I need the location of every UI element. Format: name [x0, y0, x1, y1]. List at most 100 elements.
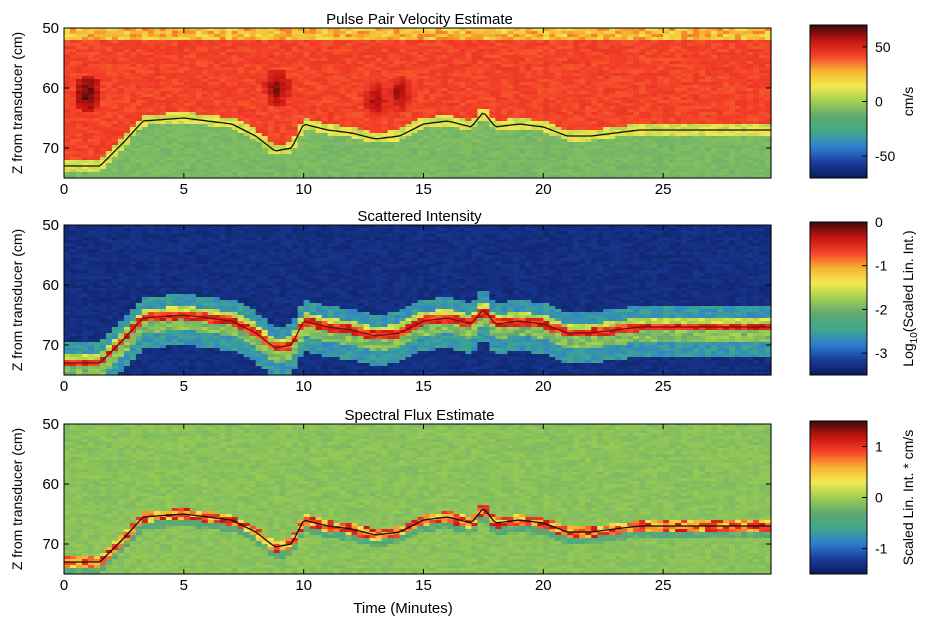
heatmap-cell: [237, 37, 245, 41]
heatmap-cell: [141, 166, 149, 170]
heatmap-cell: [105, 34, 113, 38]
heatmap-cell: [117, 118, 125, 122]
heatmap-cell: [219, 133, 227, 137]
heatmap-cell: [219, 175, 227, 179]
heatmap-cell: [81, 136, 89, 140]
heatmap-cell: [249, 43, 257, 47]
heatmap-cell: [117, 163, 125, 167]
heatmap-cell: [189, 82, 197, 86]
heatmap-cell: [69, 133, 77, 137]
heatmap-cell: [69, 82, 77, 86]
heatmap-cell: [201, 166, 209, 170]
heatmap-cell: [153, 172, 161, 176]
heatmap-cell: [93, 130, 101, 134]
heatmap-cell: [279, 118, 287, 122]
heatmap-cell: [141, 154, 149, 158]
heatmap-cell: [69, 142, 77, 146]
heatmap-cell: [64, 94, 71, 98]
heatmap-cell: [267, 103, 275, 107]
heatmap-cell: [123, 172, 131, 176]
heatmap-cell: [111, 151, 119, 155]
heatmap-cell: [177, 154, 185, 158]
heatmap-cell: [87, 145, 95, 149]
heatmap-cell: [93, 139, 101, 143]
heatmap-cell: [195, 82, 203, 86]
heatmap-cell: [123, 163, 131, 167]
heatmap-cell: [231, 88, 239, 92]
heatmap-cell: [105, 166, 113, 170]
heatmap-cell: [231, 55, 239, 59]
heatmap-cell: [243, 166, 251, 170]
heatmap-cell: [267, 46, 275, 50]
heatmap-cell: [225, 67, 233, 71]
heatmap-cell: [273, 58, 281, 62]
heatmap-cell: [201, 130, 209, 134]
heatmap-cell: [64, 124, 71, 128]
heatmap-cell: [207, 55, 215, 59]
heatmap-cell: [225, 70, 233, 74]
heatmap-cell: [123, 103, 131, 107]
heatmap-cell: [135, 148, 143, 152]
heatmap-cell: [237, 88, 245, 92]
heatmap-cell: [81, 151, 89, 155]
heatmap-cell: [75, 160, 83, 164]
heatmap-cell: [267, 136, 275, 140]
heatmap-cell: [213, 154, 221, 158]
heatmap-cell: [81, 34, 89, 38]
heatmap-cell: [129, 58, 137, 62]
heatmap-cell: [219, 82, 227, 86]
heatmap-cell: [237, 85, 245, 89]
heatmap-cell: [153, 121, 161, 125]
heatmap-cell: [243, 43, 251, 47]
heatmap-cell: [285, 169, 293, 173]
heatmap-cell: [99, 115, 107, 119]
heatmap-cell: [177, 73, 185, 77]
heatmap-cell: [249, 49, 257, 53]
heatmap-cell: [213, 127, 221, 131]
heatmap-cell: [159, 103, 167, 107]
heatmap-cell: [87, 79, 95, 83]
heatmap-cell: [225, 151, 233, 155]
heatmap-cell: [267, 88, 275, 92]
heatmap-cell: [219, 118, 227, 122]
heatmap-cell: [267, 97, 275, 101]
heatmap-cell: [183, 97, 191, 101]
heatmap-cell: [153, 79, 161, 83]
heatmap-cell: [243, 58, 251, 62]
heatmap-cell: [237, 130, 245, 134]
heatmap-cell: [255, 145, 263, 149]
heatmap-cell: [177, 127, 185, 131]
heatmap-cell: [285, 166, 293, 170]
heatmap-cell: [267, 148, 275, 152]
heatmap-cell: [249, 88, 257, 92]
heatmap-cell: [243, 91, 251, 95]
heatmap-cell: [117, 151, 125, 155]
heatmap-cell: [237, 136, 245, 140]
heatmap-cell: [93, 166, 101, 170]
heatmap-cell: [189, 97, 197, 101]
heatmap-cell: [201, 100, 209, 104]
heatmap-cell: [135, 43, 143, 47]
heatmap-cell: [87, 55, 95, 59]
heatmap-cell: [261, 109, 269, 113]
heatmap-cell: [87, 172, 95, 176]
heatmap-cell: [75, 115, 83, 119]
heatmap-cell: [75, 67, 83, 71]
heatmap-cell: [213, 148, 221, 152]
heatmap-cell: [267, 85, 275, 89]
heatmap-cell: [123, 130, 131, 134]
heatmap-cell: [261, 163, 269, 167]
heatmap-cell: [207, 148, 215, 152]
heatmap-cell: [177, 148, 185, 152]
heatmap-cell: [219, 55, 227, 59]
heatmap-cell: [255, 118, 263, 122]
heatmap-cell: [249, 160, 257, 164]
heatmap-cell: [255, 127, 263, 131]
heatmap-cell: [177, 109, 185, 113]
heatmap-cell: [279, 46, 287, 50]
heatmap-cell: [279, 67, 287, 71]
heatmap-cell: [165, 55, 173, 59]
heatmap-cell: [225, 37, 233, 41]
heatmap-cell: [225, 94, 233, 98]
heatmap-cell: [105, 121, 113, 125]
